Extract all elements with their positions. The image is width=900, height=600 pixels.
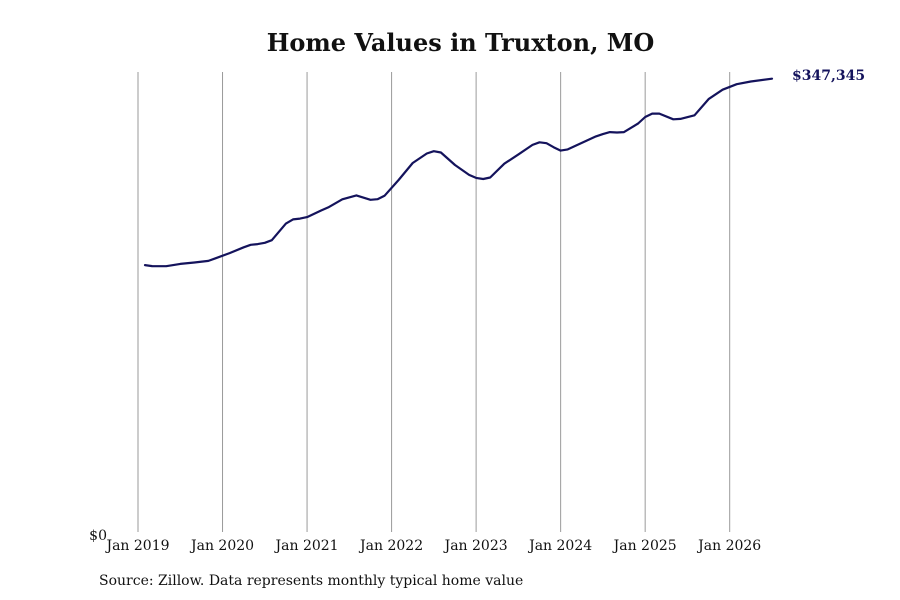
data-point-2024-12 [636, 121, 641, 126]
data-point-2025-03 [657, 111, 662, 116]
data-point-2022-08 [438, 150, 443, 155]
data-point-2024-06 [593, 134, 598, 139]
data-point-2022-04 [410, 161, 415, 166]
data-point-2022-07 [431, 149, 436, 154]
data-point-2020-02 [227, 251, 232, 256]
data-point-2021-08 [354, 193, 359, 198]
data-point-2021-04 [326, 205, 331, 210]
data-point-2024-07 [600, 132, 605, 137]
data-point-2023-07 [516, 152, 521, 157]
end-value-label: $347,345 [792, 68, 865, 84]
data-point-2025-10 [706, 97, 711, 102]
data-point-2023-05 [502, 161, 507, 166]
data-point-2019-05 [164, 264, 169, 269]
y-tick-label: $0 [89, 528, 107, 544]
data-point-2024-08 [607, 130, 612, 135]
series-layer [143, 76, 774, 269]
data-point-2023-10 [537, 140, 542, 145]
data-point-2020-05 [248, 242, 253, 247]
data-point-2024-10 [622, 130, 627, 135]
data-point-2025-02 [650, 111, 655, 116]
x-tick-label-2024: Jan 2024 [527, 538, 592, 554]
data-point-2020-04 [241, 245, 246, 250]
data-point-2026-04 [748, 79, 753, 84]
data-point-2024-01 [558, 148, 563, 153]
data-point-2020-11 [290, 217, 295, 222]
data-point-2024-02 [565, 147, 570, 152]
data-point-2019-09 [192, 260, 197, 265]
data-point-2021-01 [305, 215, 310, 220]
data-point-2023-01 [474, 175, 479, 180]
data-point-2024-09 [614, 130, 619, 135]
data-point-2026-02 [734, 82, 739, 87]
data-point-2022-06 [424, 151, 429, 156]
data-point-2025-08 [692, 113, 697, 118]
x-tick-label-2020: Jan 2020 [189, 538, 254, 554]
data-point-2023-12 [551, 145, 556, 150]
x-tick-label-2021: Jan 2021 [274, 538, 339, 554]
x-tick-label-2025: Jan 2025 [612, 538, 677, 554]
x-tick-label-2023: Jan 2023 [443, 538, 508, 554]
data-point-2025-05 [671, 117, 676, 122]
end-label-layer: $347,345 [792, 68, 865, 84]
data-point-2023-03 [488, 175, 493, 180]
data-point-2021-12 [382, 193, 387, 198]
grid-lines [137, 72, 731, 532]
data-point-2019-12 [213, 256, 218, 261]
source-note: Source: Zillow. Data represents monthly … [99, 573, 524, 589]
x-axis-ticks: Jan 2019 Jan 2020 Jan 2021 Jan 2022 Jan 2023… [104, 538, 761, 554]
y-axis-ticks: $0 [89, 528, 107, 544]
x-tick-label-2026: Jan 2026 [696, 538, 761, 554]
data-point-2019-07 [178, 261, 183, 266]
home-value-line [143, 77, 774, 268]
data-point-2021-06 [340, 197, 345, 202]
x-tick-label-2019: Jan 2019 [104, 538, 169, 554]
data-point-2019-03 [150, 264, 155, 269]
data-point-2022-12 [467, 172, 472, 177]
data-point-2020-07 [262, 240, 267, 245]
data-point-2023-02 [481, 176, 486, 181]
data-point-2021-11 [375, 197, 380, 202]
data-point-2025-01 [643, 114, 648, 119]
data-point-2025-12 [720, 87, 725, 92]
data-point-2022-10 [452, 162, 457, 167]
data-point-2025-06 [678, 116, 683, 121]
data-point-2020-08 [269, 238, 274, 243]
data-point-2022-02 [396, 177, 401, 182]
data-point-2023-11 [544, 141, 549, 146]
data-point-2026-07 [769, 76, 774, 81]
chart-title: Home Values in Truxton, MO [266, 28, 655, 57]
data-point-2024-04 [579, 140, 584, 145]
data-point-2021-10 [368, 197, 373, 202]
data-point-2020-12 [298, 216, 303, 221]
data-point-2023-09 [530, 142, 535, 147]
data-point-2021-03 [319, 208, 324, 213]
x-tick-label-2022: Jan 2022 [358, 538, 423, 554]
data-point-2020-10 [283, 221, 288, 226]
data-point-2020-06 [255, 242, 260, 247]
data-point-2019-11 [206, 258, 211, 263]
data-point-2019-02 [143, 263, 148, 268]
